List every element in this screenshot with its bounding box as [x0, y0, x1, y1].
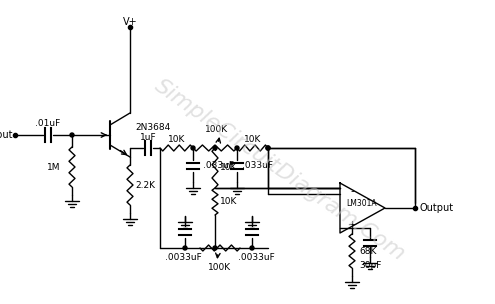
- Text: .0033uF: .0033uF: [165, 254, 201, 262]
- Circle shape: [266, 146, 270, 150]
- Circle shape: [213, 246, 217, 250]
- Text: 68K: 68K: [359, 247, 376, 255]
- Circle shape: [70, 133, 74, 137]
- Text: V+: V+: [123, 17, 137, 27]
- Circle shape: [191, 146, 195, 150]
- Text: .0033uF: .0033uF: [238, 254, 274, 262]
- Circle shape: [213, 146, 217, 150]
- Text: 10K: 10K: [168, 136, 185, 144]
- Text: LM301A: LM301A: [346, 199, 377, 208]
- Text: 10K: 10K: [220, 197, 238, 206]
- Circle shape: [183, 246, 187, 250]
- Text: 10K: 10K: [244, 136, 261, 144]
- Circle shape: [250, 246, 254, 250]
- Text: 30pF: 30pF: [359, 261, 381, 270]
- Text: +: +: [347, 220, 357, 230]
- Text: 100K: 100K: [208, 264, 232, 272]
- Text: 1uF: 1uF: [140, 133, 156, 141]
- Text: Input: Input: [0, 130, 13, 140]
- Text: .033uF: .033uF: [203, 161, 234, 171]
- Text: 2.2K: 2.2K: [135, 181, 155, 189]
- Text: .033uF: .033uF: [242, 161, 273, 171]
- Text: -: -: [350, 186, 354, 196]
- Text: 10K: 10K: [220, 164, 238, 172]
- Text: 100K: 100K: [205, 126, 229, 134]
- Circle shape: [266, 146, 270, 150]
- Text: Output: Output: [420, 203, 454, 213]
- Text: 1M: 1M: [47, 163, 60, 171]
- Text: 2N3684: 2N3684: [135, 123, 170, 132]
- Text: .01uF: .01uF: [35, 119, 60, 129]
- Text: SimpleCircuitDiagram.Com: SimpleCircuitDiagram.Com: [151, 75, 409, 264]
- Circle shape: [235, 146, 239, 150]
